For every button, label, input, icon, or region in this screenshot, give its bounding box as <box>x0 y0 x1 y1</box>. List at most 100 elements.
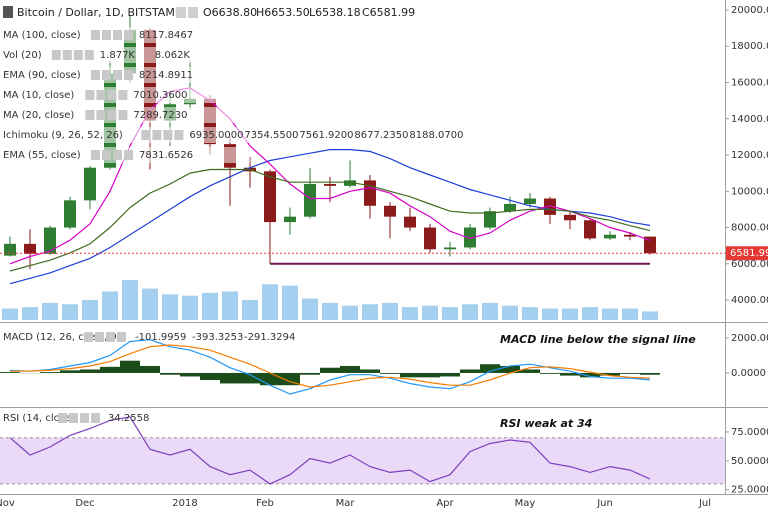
macd-histogram-bar <box>600 372 620 376</box>
legend-button[interactable] <box>96 90 106 100</box>
x-tick-label: Feb <box>256 498 274 509</box>
legend-value: -291.3294 <box>244 332 295 343</box>
macd-histogram-bar <box>200 372 220 380</box>
legend-button[interactable] <box>113 150 122 160</box>
legend-button[interactable] <box>62 50 72 60</box>
y-tick-label: 10000.00 <box>731 186 768 197</box>
volume-bar <box>42 302 58 320</box>
y-tick-label: 2000.0000 <box>731 333 768 344</box>
x-tick-label: Nov <box>0 498 15 509</box>
volume-bar <box>522 307 538 320</box>
volume-bar <box>82 300 98 320</box>
legend-button[interactable] <box>163 130 173 140</box>
candle-body <box>44 227 56 254</box>
candle-body <box>484 211 496 228</box>
macd-histogram-bar <box>100 366 120 373</box>
y-tick-label: 4000.00 <box>731 295 768 306</box>
legend-button[interactable] <box>124 70 133 80</box>
macd-histogram-bar <box>240 372 260 384</box>
x-tick-label: Jul <box>698 498 711 509</box>
macd-histogram-bar <box>560 372 580 376</box>
legend-button[interactable] <box>124 30 133 40</box>
y-tick-label: 16000.00 <box>731 77 768 88</box>
legend-button[interactable] <box>102 30 111 40</box>
volume-bar <box>502 305 518 320</box>
legend-button[interactable] <box>95 332 104 342</box>
legend-button[interactable] <box>80 413 89 423</box>
macd-histogram-bar <box>0 372 20 373</box>
y-tick-label: 0.0000 <box>731 368 766 379</box>
header-button[interactable] <box>188 7 198 18</box>
legend-button[interactable] <box>118 110 128 120</box>
legend-button[interactable] <box>73 50 83 60</box>
legend-value: -393.3253 <box>192 332 243 343</box>
legend-button[interactable] <box>91 70 100 80</box>
y-tick-label: 25.0000 <box>731 485 768 496</box>
legend-button[interactable] <box>91 30 100 40</box>
candle-body <box>84 167 96 201</box>
legend-button[interactable] <box>85 90 95 100</box>
legend-button[interactable] <box>152 130 162 140</box>
rsi-band <box>0 437 725 484</box>
macd-histogram-bar <box>400 372 420 378</box>
legend-button[interactable] <box>107 110 117 120</box>
legend-button[interactable] <box>84 332 93 342</box>
legend-button[interactable] <box>124 150 133 160</box>
legend-button[interactable] <box>58 413 67 423</box>
legend-button[interactable] <box>69 413 78 423</box>
rsi-line <box>9 416 651 485</box>
volume-bar <box>102 291 118 320</box>
legend-button[interactable] <box>51 50 61 60</box>
legend-button[interactable] <box>141 130 151 140</box>
legend-button[interactable] <box>102 150 111 160</box>
legend-button[interactable] <box>85 110 95 120</box>
x-tick-label: Jun <box>596 498 613 509</box>
legend-value: -101.9959 <box>135 332 186 343</box>
chart-title: Bitcoin / Dollar, 1D, BITSTAMP <box>17 6 182 19</box>
macd-histogram-bar <box>300 372 320 375</box>
legend-button[interactable] <box>102 70 111 80</box>
macd-histogram-bar <box>480 364 500 373</box>
legend-button[interactable] <box>107 90 117 100</box>
x-tick-label: Apr <box>436 498 454 509</box>
legend-button[interactable] <box>117 332 126 342</box>
volume-bar <box>602 308 618 320</box>
pane-title: RSI (14, close) <box>3 413 75 424</box>
chart-layer: 4000.00 6000.00 8000.00 10000.00 12000.00 140… <box>0 5 768 509</box>
macd-histogram-bar <box>440 372 460 377</box>
macd-histogram-bar <box>520 369 540 373</box>
header-value: L6538.18 <box>309 6 361 19</box>
macd-histogram-bar <box>460 369 480 373</box>
volume-bar <box>242 300 258 320</box>
legend-button[interactable] <box>174 130 184 140</box>
macd-histogram-bar <box>540 372 560 374</box>
legend-button[interactable] <box>113 30 122 40</box>
volume-bar <box>462 304 478 320</box>
volume-bar <box>342 305 358 320</box>
x-tick-label: 2018 <box>172 498 197 509</box>
legend-button[interactable] <box>113 70 122 80</box>
legend-button[interactable] <box>118 90 128 100</box>
legend-button[interactable] <box>84 50 94 60</box>
legend-name: Vol (20) <box>3 50 42 61</box>
volume-bar <box>382 302 398 320</box>
candle-body <box>324 184 336 186</box>
header-button[interactable] <box>176 7 186 18</box>
macd-histogram-bar <box>640 372 660 375</box>
macd-histogram-bar <box>220 372 240 384</box>
volume-bar <box>222 291 238 320</box>
x-tick-label: May <box>515 498 536 509</box>
legend-button[interactable] <box>106 332 115 342</box>
legend-button[interactable] <box>91 413 100 423</box>
candle-body <box>304 184 316 217</box>
candle-body <box>504 203 516 212</box>
candle-body <box>64 200 76 228</box>
legend-button[interactable] <box>91 150 100 160</box>
macd-histogram-bar <box>120 360 140 373</box>
candle-body <box>264 171 276 223</box>
volume-bar <box>202 292 218 320</box>
legend-button[interactable] <box>96 110 106 120</box>
y-tick-label: 75.0000 <box>731 427 768 438</box>
legend-value: 8.062K <box>155 50 191 61</box>
candle-body <box>604 234 616 239</box>
